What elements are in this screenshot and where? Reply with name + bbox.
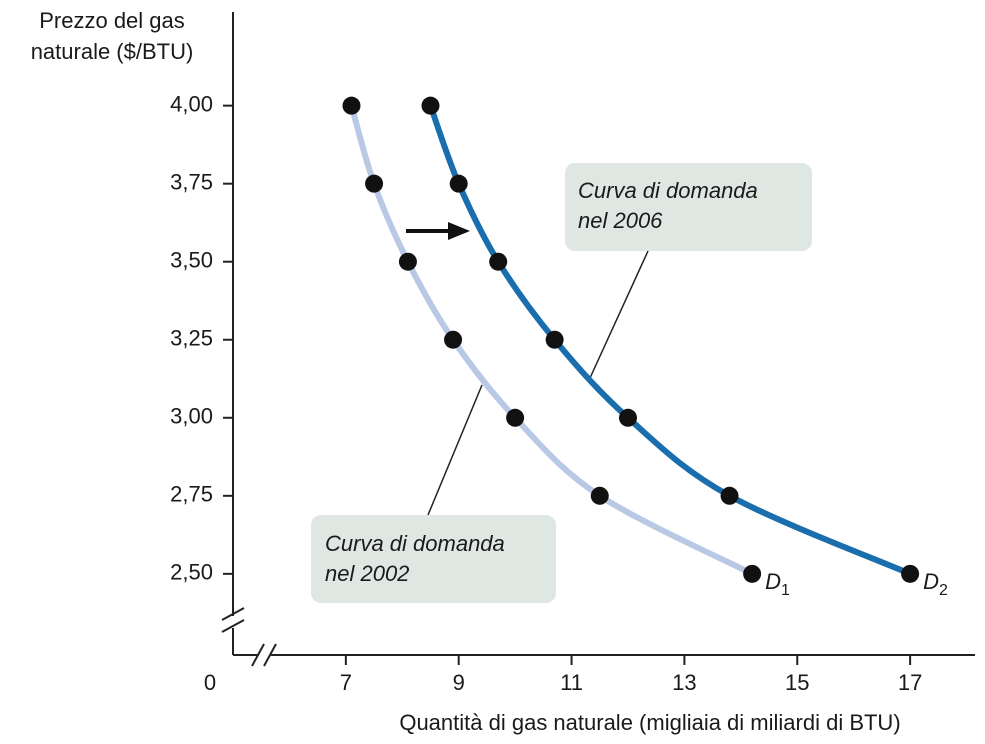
leader-line [427, 384, 483, 516]
x-tick-label: 7 [340, 670, 352, 695]
x-tick-label: 17 [898, 670, 922, 695]
data-point [365, 174, 384, 193]
x-tick-label: 13 [672, 670, 696, 695]
data-point [618, 408, 637, 427]
data-point [743, 564, 762, 583]
axis-break [221, 619, 245, 633]
y-tick-label: 2,50 [170, 560, 213, 585]
x-tick-label: 15 [785, 670, 809, 695]
data-point [342, 96, 361, 115]
y-tick-label: 2,75 [170, 482, 213, 507]
data-point [720, 486, 739, 505]
data-point [449, 174, 468, 193]
series-subscript: 1 [781, 582, 790, 599]
data-point [421, 96, 440, 115]
x-axis-title: Quantità di gas naturale (migliaia di mi… [399, 710, 900, 735]
annotation: Curva di domanda [325, 531, 505, 556]
axis-break [263, 643, 277, 667]
data-point [506, 408, 525, 427]
series-subscript: 2 [939, 582, 948, 599]
series-name: D [923, 569, 939, 594]
data-point [398, 252, 417, 271]
annotation: Curva di domanda [578, 178, 758, 203]
data-point [545, 330, 564, 349]
x-tick-label: 9 [453, 670, 465, 695]
y-tick-label: 3,75 [170, 169, 213, 194]
data-point [489, 252, 508, 271]
series-name: D [765, 569, 781, 594]
x-tick-label: 11 [560, 670, 583, 695]
y-axis-title: naturale ($/BTU) [31, 39, 194, 64]
series-label: D1 [765, 569, 790, 599]
data-point [590, 486, 609, 505]
annotation-box [565, 163, 812, 251]
data-point [444, 330, 463, 349]
y-axis-title: Prezzo del gas [39, 8, 185, 33]
annotation-box [311, 515, 556, 603]
shift-arrow-head [448, 222, 470, 240]
axis-break [221, 607, 245, 621]
y-tick-label: 3,25 [170, 326, 213, 351]
y-tick-label: 4,00 [170, 91, 213, 116]
leader-line [589, 250, 649, 379]
annotation: nel 2002 [325, 561, 409, 586]
annotation: nel 2006 [578, 208, 663, 233]
series-label: D2 [923, 569, 948, 599]
y-tick-label: 3,00 [170, 404, 213, 429]
y-tick-label: 3,50 [170, 248, 213, 273]
origin-label: 0 [204, 670, 216, 695]
data-point [901, 564, 920, 583]
axis-break [251, 643, 265, 667]
